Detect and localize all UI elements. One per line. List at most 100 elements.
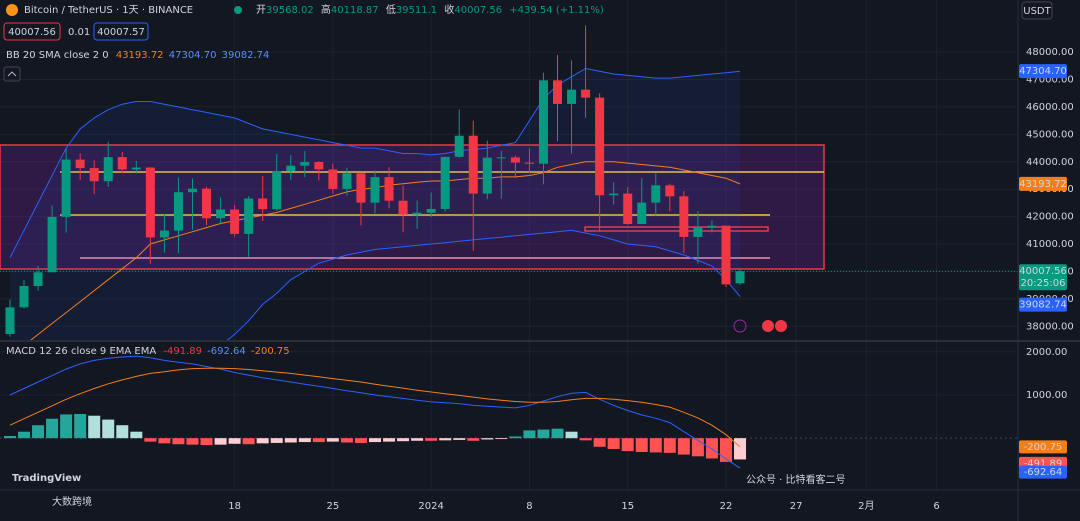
histogram-bar	[691, 438, 704, 457]
histogram-bar	[270, 438, 283, 443]
y-tick-label: 1000.00	[1026, 390, 1067, 401]
histogram-bar	[326, 438, 339, 442]
histogram-bar	[439, 438, 452, 441]
sell-button[interactable]	[3, 22, 61, 41]
candle-body	[707, 225, 717, 228]
currency-button[interactable]	[1021, 1, 1053, 20]
candle-body	[524, 162, 534, 164]
candle-body	[609, 193, 619, 196]
price-pane	[0, 25, 1018, 340]
y-tick-label: 48000.00	[1026, 47, 1074, 58]
histogram-bar	[74, 413, 87, 439]
candle-body	[61, 159, 71, 217]
histogram-bar	[354, 438, 367, 443]
candle-body	[145, 167, 155, 238]
x-tick-label: 6	[933, 501, 939, 512]
candle-body	[202, 188, 212, 219]
value: 47304.70	[169, 50, 217, 61]
histogram-bar	[537, 429, 550, 439]
histogram-bar	[32, 425, 45, 439]
candle-body	[258, 198, 268, 210]
histogram-bar	[663, 438, 676, 453]
histogram-bar	[144, 438, 157, 442]
bb-basis-badge-text: 43193.72	[1019, 179, 1067, 190]
x-tick-label: 8	[526, 501, 532, 512]
candle-body	[651, 185, 661, 203]
y-tick-label: 47000.00	[1026, 75, 1074, 86]
value: 40118.87	[331, 5, 379, 16]
candle-body	[468, 135, 478, 194]
candle-body	[538, 80, 548, 164]
candle-body	[300, 162, 310, 166]
x-tick-label: 2月	[858, 500, 874, 512]
value: 39082.74	[222, 50, 270, 61]
candle-body	[272, 171, 282, 210]
candle-body	[117, 157, 127, 170]
candle-body	[286, 165, 296, 172]
histogram-bar	[298, 438, 311, 443]
channel-watermark: 公众号 · 比特看客二号	[746, 473, 846, 486]
macd-legend: MACD 12 26 close 9 EMA EMA -491.89 -692.…	[6, 346, 290, 357]
histogram-bar	[116, 425, 129, 439]
histogram-bar	[509, 436, 522, 439]
histogram-bar	[593, 438, 606, 447]
candle-body	[581, 89, 591, 98]
symbol-logo	[6, 4, 18, 16]
candle-body	[173, 192, 183, 231]
histogram-bar	[621, 438, 634, 452]
candle-body	[623, 193, 633, 225]
event-icon[interactable]	[762, 320, 774, 332]
candle-body	[384, 177, 394, 201]
x-tick-label: 27	[790, 501, 803, 512]
histogram-bar	[200, 438, 213, 446]
macd-badge-text: -692.64	[1024, 467, 1063, 478]
candle-body	[370, 177, 380, 203]
candle-body	[159, 230, 169, 238]
candle-body	[510, 157, 520, 163]
buy-button[interactable]	[93, 22, 149, 41]
collapse-button[interactable]	[3, 66, 21, 82]
event-icon[interactable]	[775, 320, 787, 332]
y-tick-label: 2000.00	[1026, 347, 1067, 358]
signal-line	[9, 367, 741, 448]
candle-body	[356, 173, 366, 203]
grid	[0, 0, 1018, 490]
histogram-bar	[102, 419, 115, 439]
candle-body	[47, 216, 57, 273]
candle-body	[398, 200, 408, 215]
candle-body	[89, 168, 99, 182]
histogram-bar	[383, 438, 396, 442]
candle-body	[314, 162, 324, 170]
bb-basis-badge	[1019, 176, 1067, 191]
candle-body	[230, 209, 240, 234]
bb-lower-badge-text: 39082.74	[1019, 300, 1067, 311]
value: -692.64	[207, 346, 246, 357]
event-icon[interactable]	[733, 319, 747, 333]
histogram-bar	[242, 438, 255, 445]
candle-body	[665, 185, 675, 197]
status-dot	[234, 6, 242, 14]
candle-body	[721, 225, 731, 285]
source-watermark: 大数跨境	[52, 495, 92, 508]
value: -200.75	[251, 346, 290, 357]
candle-body	[735, 271, 745, 284]
histogram-bar	[3, 436, 16, 439]
last-price-badge-text: 20:25:06	[1021, 278, 1066, 289]
x-tick-label: 15	[621, 501, 634, 512]
candle-body	[5, 307, 15, 334]
y-tick-label: 41000.00	[1026, 239, 1074, 250]
histogram-bar	[523, 430, 536, 439]
histogram-bar	[411, 438, 424, 441]
candle-body	[412, 212, 422, 215]
change: +439.54 (+1.11%)	[509, 5, 604, 16]
histogram-bar	[228, 438, 241, 444]
candle-body	[216, 209, 226, 219]
histogram-bar	[340, 438, 353, 443]
candle-body	[454, 135, 464, 157]
label: 开	[256, 5, 266, 16]
value: 39568.02	[266, 5, 314, 16]
histogram-bar	[495, 438, 508, 440]
histogram-bar	[214, 438, 227, 445]
label: 高	[321, 3, 331, 16]
